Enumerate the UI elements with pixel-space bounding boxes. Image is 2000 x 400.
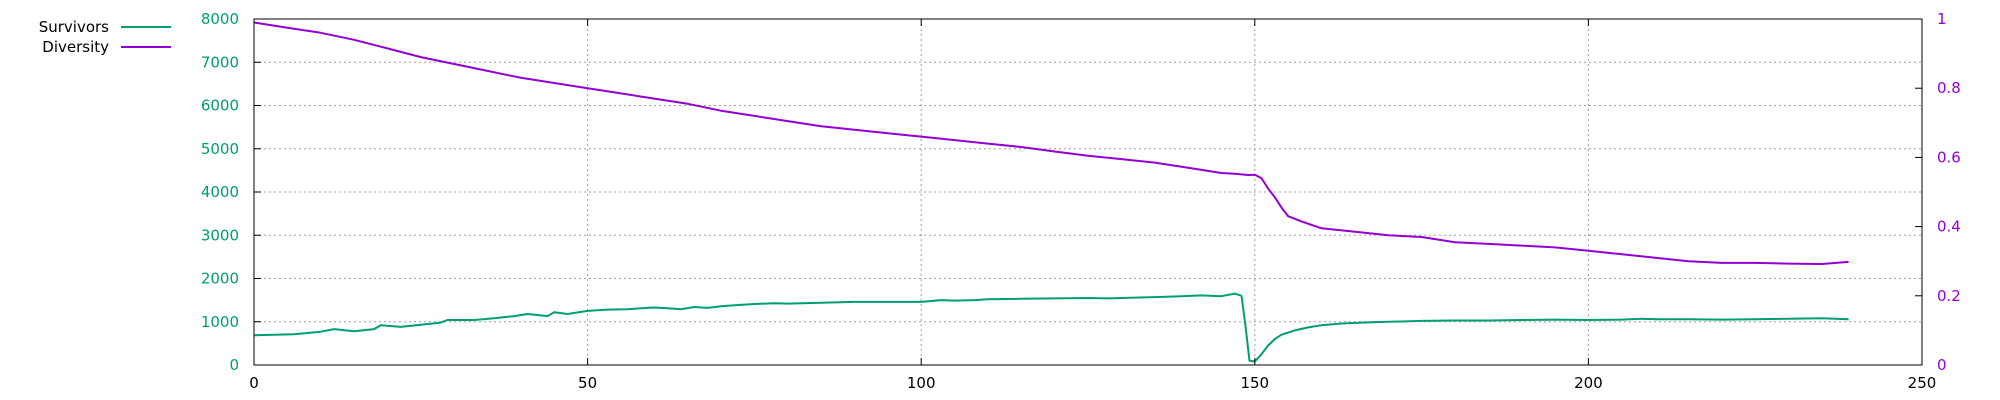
series-layer (253, 21, 1849, 363)
y-tick-label: 7000 (201, 53, 239, 71)
y-tick-label: 2000 (201, 270, 239, 288)
y-tick-label: 4000 (201, 183, 239, 201)
grid-layer (254, 19, 1922, 365)
y-tick-label: 1000 (201, 313, 239, 331)
y-tick-label: 3000 (201, 226, 239, 244)
legend-label-survivors: Survivors (39, 18, 109, 36)
label-layer: 0 50 100 150 200 2500100020003000400050006000… (201, 10, 1961, 392)
x-tick-label: 100 (907, 374, 936, 392)
y2-tick-label: 0.6 (1937, 148, 1961, 166)
y2-tick-label: 1 (1937, 10, 1947, 28)
x-tick-label: 200 (1574, 374, 1603, 392)
y-tick-label: 8000 (201, 10, 239, 28)
tick-layer (253, 18, 1923, 366)
y2-tick-label: 0.8 (1937, 79, 1961, 97)
series-line-survivors (253, 292, 1849, 363)
legend-layer: Survivors Diversity (39, 18, 171, 56)
y-tick-label: 6000 (201, 97, 239, 115)
x-tick-label: 0 (249, 374, 259, 392)
y2-tick-label: 0 (1937, 356, 1947, 374)
series-line-diversity (253, 21, 1849, 265)
y2-tick-label: 0.2 (1937, 287, 1961, 305)
y-tick-label: 0 (229, 356, 239, 374)
x-tick-label: 250 (1908, 374, 1937, 392)
legend-label-diversity: Diversity (42, 38, 109, 56)
y-tick-label: 5000 (201, 140, 239, 158)
y2-tick-label: 0.4 (1937, 218, 1961, 236)
x-tick-label: 150 (1240, 374, 1269, 392)
x-tick-label: 50 (578, 374, 597, 392)
